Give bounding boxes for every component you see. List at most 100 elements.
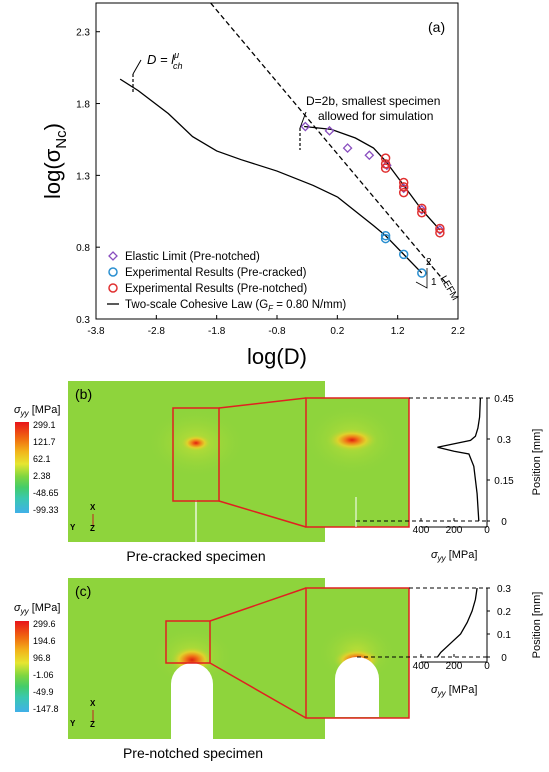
data-point-experiment xyxy=(398,187,409,198)
slope-triangle xyxy=(415,268,428,289)
profile-y-tick-label: 0 xyxy=(501,517,507,528)
2b-arrow xyxy=(299,111,307,129)
profile-c-ticks: 400 200 0 0.3 0.2 0.1 0 xyxy=(413,584,512,672)
profile-b-ylabel: Position [mm] xyxy=(531,429,543,496)
x-tick-label: -1.8 xyxy=(208,326,226,337)
zoom-callout-bottom-b xyxy=(218,500,307,528)
colorbar-tick-label: 2.38 xyxy=(33,471,51,481)
legend-prenotched: Experimental Results (Pre-notched) xyxy=(125,283,307,295)
notch-c xyxy=(171,663,213,739)
data-point-experiment xyxy=(398,177,409,188)
series-markers xyxy=(300,121,445,278)
colorbar-tick-label: 194.6 xyxy=(33,636,56,646)
triad-z-b: Z xyxy=(90,524,95,533)
colorbar-tick-label: -99.33 xyxy=(33,505,59,515)
zoom-box-c xyxy=(165,620,211,664)
data-point-experiment xyxy=(380,159,391,169)
colorbar-tick-label: 299.1 xyxy=(33,420,56,430)
profile-c-xlabel: σyy [MPa] xyxy=(431,684,477,698)
x-tick-label: 0.2 xyxy=(330,326,344,337)
y-tick-label: 1.8 xyxy=(76,100,90,111)
data-point-experiment xyxy=(435,228,445,238)
triad-y-c: Y xyxy=(70,719,76,728)
data-point-experiment xyxy=(435,223,445,234)
x-axis-label: log(D) xyxy=(247,344,307,369)
x-tick-label: -0.8 xyxy=(268,326,286,337)
x-tick-label: -2.8 xyxy=(148,326,166,337)
colorbar-tick-label: 96.8 xyxy=(33,653,51,663)
zoom-box-b xyxy=(172,407,220,502)
zoom-callout-bottom-c xyxy=(209,662,307,719)
triad-x-c: X xyxy=(90,699,96,708)
colorbar-tick-label: 62.1 xyxy=(33,454,51,464)
data-point-experiment xyxy=(417,203,427,214)
data-point-elastic xyxy=(398,183,409,194)
panel-a-label: (a) xyxy=(428,19,445,35)
slope-top-label: 2 xyxy=(426,257,432,268)
colorbar-tick-label: -49.9 xyxy=(33,687,54,697)
data-point-experiment xyxy=(380,230,391,241)
legend: Elastic Limit (Pre-notched) Experimental… xyxy=(107,251,346,313)
data-point-experiment xyxy=(417,207,427,218)
profile-y-tick-label: 0.45 xyxy=(494,394,514,405)
data-point-experiment xyxy=(398,249,409,260)
data-point-experiment xyxy=(380,163,391,173)
series-line xyxy=(304,125,441,231)
data-point-experiment xyxy=(380,233,391,244)
profile-x-tick-label: 0 xyxy=(484,525,490,536)
legend-marker-elastic xyxy=(108,251,118,261)
zoom-callout-top-c xyxy=(209,587,307,622)
legend-elastic: Elastic Limit (Pre-notched) xyxy=(125,251,260,263)
legend-cohesive: Two-scale Cohesive Law (GF = 0.80 N/mm) xyxy=(125,299,346,313)
profile-y-tick-label: 0.3 xyxy=(497,435,511,446)
colorbar-tick-label: 299.6 xyxy=(33,619,56,629)
legend-precracked: Experimental Results (Pre-cracked) xyxy=(125,267,307,279)
data-point-elastic xyxy=(300,121,311,132)
colorbar-tick-label: -147.8 xyxy=(33,704,59,714)
slope-side-label: 1 xyxy=(431,277,437,288)
zoom-callout-top-b xyxy=(218,397,307,409)
panel-c-contour: (c) σyy [MPa] 299.6 194.6 96.8 -1.06 -49.9 -1… xyxy=(14,578,543,761)
profile-x-tick-label: 0 xyxy=(484,661,490,672)
triad-y-b: Y xyxy=(70,523,76,532)
cb-title-c: σyy [MPa] xyxy=(14,602,60,616)
profile-c-ylabel: Position [mm] xyxy=(531,592,543,659)
legend-marker-precracked xyxy=(108,267,118,277)
data-point-elastic xyxy=(364,150,375,161)
colorbar-tick-label: -1.06 xyxy=(33,670,54,680)
data-point-elastic xyxy=(324,125,335,136)
profile-b-xlabel: σyy [MPa] xyxy=(431,549,477,563)
profile-y-tick-label: 0.15 xyxy=(494,476,514,487)
stress-hotspot-b xyxy=(180,434,212,452)
colorbar-c xyxy=(15,621,29,712)
profile-curve-b xyxy=(437,397,482,522)
panel-b-label: (b) xyxy=(75,386,92,402)
colorbar-tick-label: -48.65 xyxy=(33,488,59,498)
profile-y-tick-label: 0.1 xyxy=(497,630,511,641)
series-line xyxy=(119,78,338,198)
series-lines xyxy=(119,2,447,284)
profile-x-tick-label: 200 xyxy=(446,661,463,672)
profile-y-tick-label: 0.2 xyxy=(497,607,511,618)
y-axis-label: log(σNc) xyxy=(40,123,70,199)
y-tick-label: 1.3 xyxy=(76,171,90,182)
colorbar-c-labels: 299.6 194.6 96.8 -1.06 -49.9 -147.8 xyxy=(33,619,59,714)
profile-y-tick-label: 0.3 xyxy=(497,584,511,595)
data-point-experiment xyxy=(417,268,427,278)
profile-x-tick-label: 400 xyxy=(413,525,430,536)
inset-hotspot-b xyxy=(326,428,378,452)
y-tick-label: 0.8 xyxy=(76,243,90,254)
data-point-experiment xyxy=(398,182,409,192)
data-point-elastic xyxy=(416,204,427,215)
series-line xyxy=(336,196,423,274)
y-tick-label: 2.3 xyxy=(76,28,90,39)
data-point-experiment xyxy=(380,153,391,163)
colorbar-tick-label: 121.7 xyxy=(33,437,56,447)
profile-b-ticks: 400 200 0 0.45 0.3 0.15 0 xyxy=(413,394,515,536)
inset-notch-c xyxy=(335,657,379,717)
profile-x-tick-label: 200 xyxy=(446,525,463,536)
panel-c-label: (c) xyxy=(75,583,91,599)
x-axis-ticks: -3.8 -2.8 -1.8 -0.8 0.2 1.2 2.2 xyxy=(87,315,465,337)
legend-marker-prenotched xyxy=(108,283,118,293)
triad-z-c: Z xyxy=(90,720,95,729)
